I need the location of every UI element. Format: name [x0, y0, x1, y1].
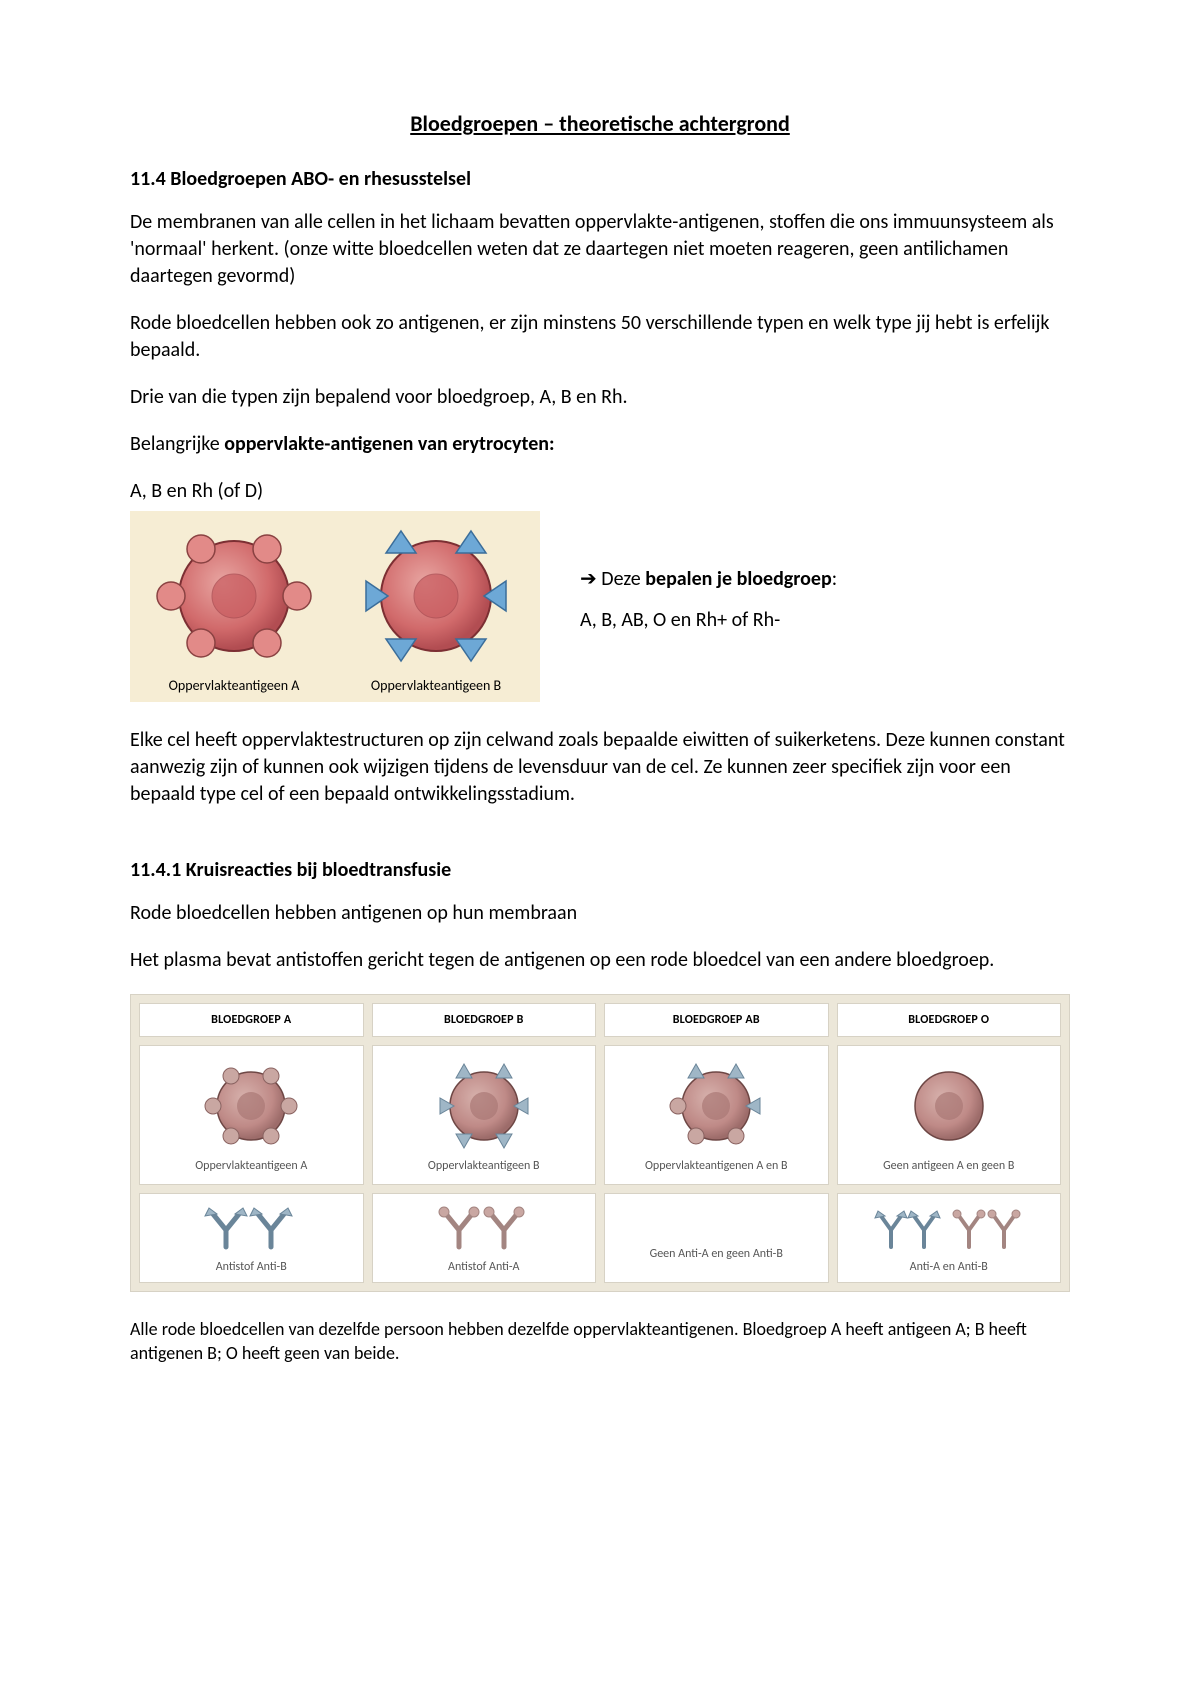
- group-header: BLOEDGROEP A: [139, 1003, 364, 1037]
- group-header: BLOEDGROEP O: [837, 1003, 1062, 1037]
- antigen-a-svg: [139, 521, 329, 671]
- antigen-b-label: Oppervlakteantigeen B: [371, 677, 501, 694]
- bloodgroup-col-ab: BLOEDGROEP AB: [604, 1003, 829, 1283]
- footer-paragraph: Alle rode bloedcellen van dezelfde perso…: [130, 1317, 1070, 1366]
- antigen-figure-row: Oppervlakteantigeen A: [130, 511, 1070, 702]
- group-cell-antigen: Geen antigeen A en geen B: [837, 1045, 1062, 1185]
- section-heading-2: 11.4.1 Kruisreacties bij bloedtransfusie: [130, 858, 1070, 882]
- cell-a-svg: [191, 1056, 311, 1156]
- bloodgroup-col-b: BLOEDGROEP B: [372, 1003, 597, 1283]
- bloodgroup-col-o: BLOEDGROEP O Geen antigeen A en geen B: [837, 1003, 1062, 1283]
- group-header: BLOEDGROEP B: [372, 1003, 597, 1037]
- text: Belangrijke: [130, 432, 224, 456]
- paragraph: Drie van die typen zijn bepalend voor bl…: [130, 384, 1070, 411]
- group-cell-antibody: Antistof Anti-B: [139, 1193, 364, 1283]
- caption: Oppervlakteantigenen A en B: [645, 1160, 788, 1174]
- bloodgroup-table: BLOEDGROEP A: [130, 994, 1070, 1292]
- cell-b-svg: [424, 1056, 544, 1156]
- antigen-b-cell: Oppervlakteantigeen B: [340, 521, 532, 694]
- bold-text: oppervlakte-antigenen van erytrocyten:: [224, 432, 554, 456]
- document-page: Bloedgroepen – theoretische achtergrond …: [0, 0, 1200, 1698]
- caption: Oppervlakteantigeen B: [428, 1160, 540, 1174]
- paragraph: Rode bloedcellen hebben ook zo antigenen…: [130, 310, 1070, 364]
- antibody-b-svg: [191, 1202, 311, 1257]
- bloodgroup-col-a: BLOEDGROEP A: [139, 1003, 364, 1283]
- antigen-a-cell: Oppervlakteantigeen A: [138, 521, 330, 694]
- paragraph: Rode bloedcellen hebben antigenen op hun…: [130, 900, 1070, 927]
- antigen-panel: Oppervlakteantigeen A: [130, 511, 540, 702]
- cell-o-svg: [889, 1056, 1009, 1156]
- arrow-icon: ➔ Deze: [580, 567, 645, 591]
- group-cell-antigen: Oppervlakteantigeen A: [139, 1045, 364, 1185]
- paragraph: Belangrijke oppervlakte-antigenen van er…: [130, 431, 1070, 458]
- paragraph: Elke cel heeft oppervlaktestructuren op …: [130, 727, 1070, 808]
- antibody-a-svg: [424, 1202, 544, 1257]
- group-cell-antibody: Geen Anti-A en geen Anti-B: [604, 1193, 829, 1283]
- group-cell-antigen: Oppervlakteantigeen B: [372, 1045, 597, 1185]
- group-cell-antibody: Antistof Anti-A: [372, 1193, 597, 1283]
- side-line-1: ➔ Deze bepalen je bloedgroep:: [580, 566, 837, 593]
- group-cell-antigen: Oppervlakteantigenen A en B: [604, 1045, 829, 1185]
- caption: Geen Anti-A en geen Anti-B: [650, 1248, 783, 1262]
- bold-text: bepalen je bloedgroep: [645, 567, 831, 591]
- antigen-a-label: Oppervlakteantigeen A: [169, 677, 300, 694]
- page-title: Bloedgroepen – theoretische achtergrond: [130, 110, 1070, 137]
- caption: Anti-A en Anti-B: [910, 1261, 988, 1275]
- cell-ab-svg: [656, 1056, 776, 1156]
- text: :: [832, 567, 837, 591]
- group-cell-antibody: Anti-A en Anti-B: [837, 1193, 1062, 1283]
- antigen-b-svg: [341, 521, 531, 671]
- paragraph: A, B en Rh (of D): [130, 478, 1070, 505]
- group-header: BLOEDGROEP AB: [604, 1003, 829, 1037]
- caption: Antistof Anti-A: [448, 1261, 519, 1275]
- antibody-ab-svg: [869, 1202, 1029, 1257]
- side-line-2: A, B, AB, O en Rh+ of Rh-: [580, 607, 837, 634]
- paragraph: Het plasma bevat antistoffen gericht teg…: [130, 947, 1070, 974]
- antigen-side-text: ➔ Deze bepalen je bloedgroep: A, B, AB, …: [540, 566, 837, 648]
- caption: Geen antigeen A en geen B: [883, 1160, 1014, 1174]
- paragraph: De membranen van alle cellen in het lich…: [130, 209, 1070, 290]
- section-heading-1: 11.4 Bloedgroepen ABO- en rhesusstelsel: [130, 167, 1070, 191]
- caption: Antistof Anti-B: [216, 1261, 287, 1275]
- caption: Oppervlakteantigeen A: [195, 1160, 307, 1174]
